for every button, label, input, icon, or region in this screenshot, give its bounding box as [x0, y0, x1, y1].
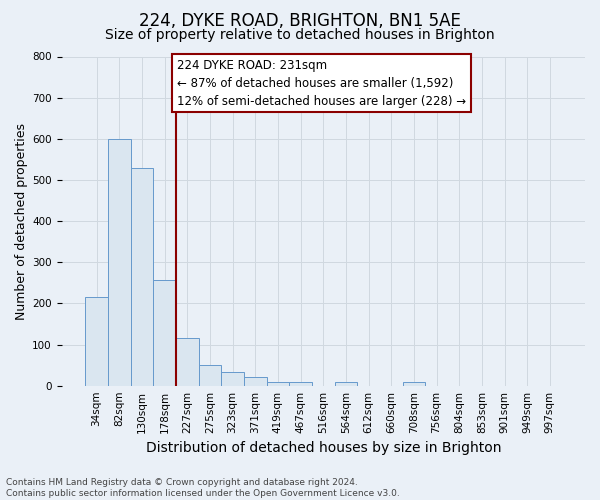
Bar: [266, 382, 289, 386]
Text: 224, DYKE ROAD, BRIGHTON, BN1 5AE: 224, DYKE ROAD, BRIGHTON, BN1 5AE: [139, 12, 461, 30]
Bar: [289, 382, 312, 386]
Text: 224 DYKE ROAD: 231sqm
← 87% of detached houses are smaller (1,592)
12% of semi-d: 224 DYKE ROAD: 231sqm ← 87% of detached …: [177, 58, 466, 108]
Bar: [176, 338, 199, 386]
Bar: [403, 382, 425, 386]
Bar: [221, 372, 244, 386]
Bar: [85, 297, 108, 386]
Bar: [131, 168, 153, 386]
X-axis label: Distribution of detached houses by size in Brighton: Distribution of detached houses by size …: [146, 441, 501, 455]
Bar: [153, 280, 176, 386]
Bar: [199, 365, 221, 386]
Text: Contains HM Land Registry data © Crown copyright and database right 2024.
Contai: Contains HM Land Registry data © Crown c…: [6, 478, 400, 498]
Bar: [108, 139, 131, 386]
Text: Size of property relative to detached houses in Brighton: Size of property relative to detached ho…: [105, 28, 495, 42]
Bar: [335, 382, 357, 386]
Y-axis label: Number of detached properties: Number of detached properties: [15, 122, 28, 320]
Bar: [244, 378, 266, 386]
